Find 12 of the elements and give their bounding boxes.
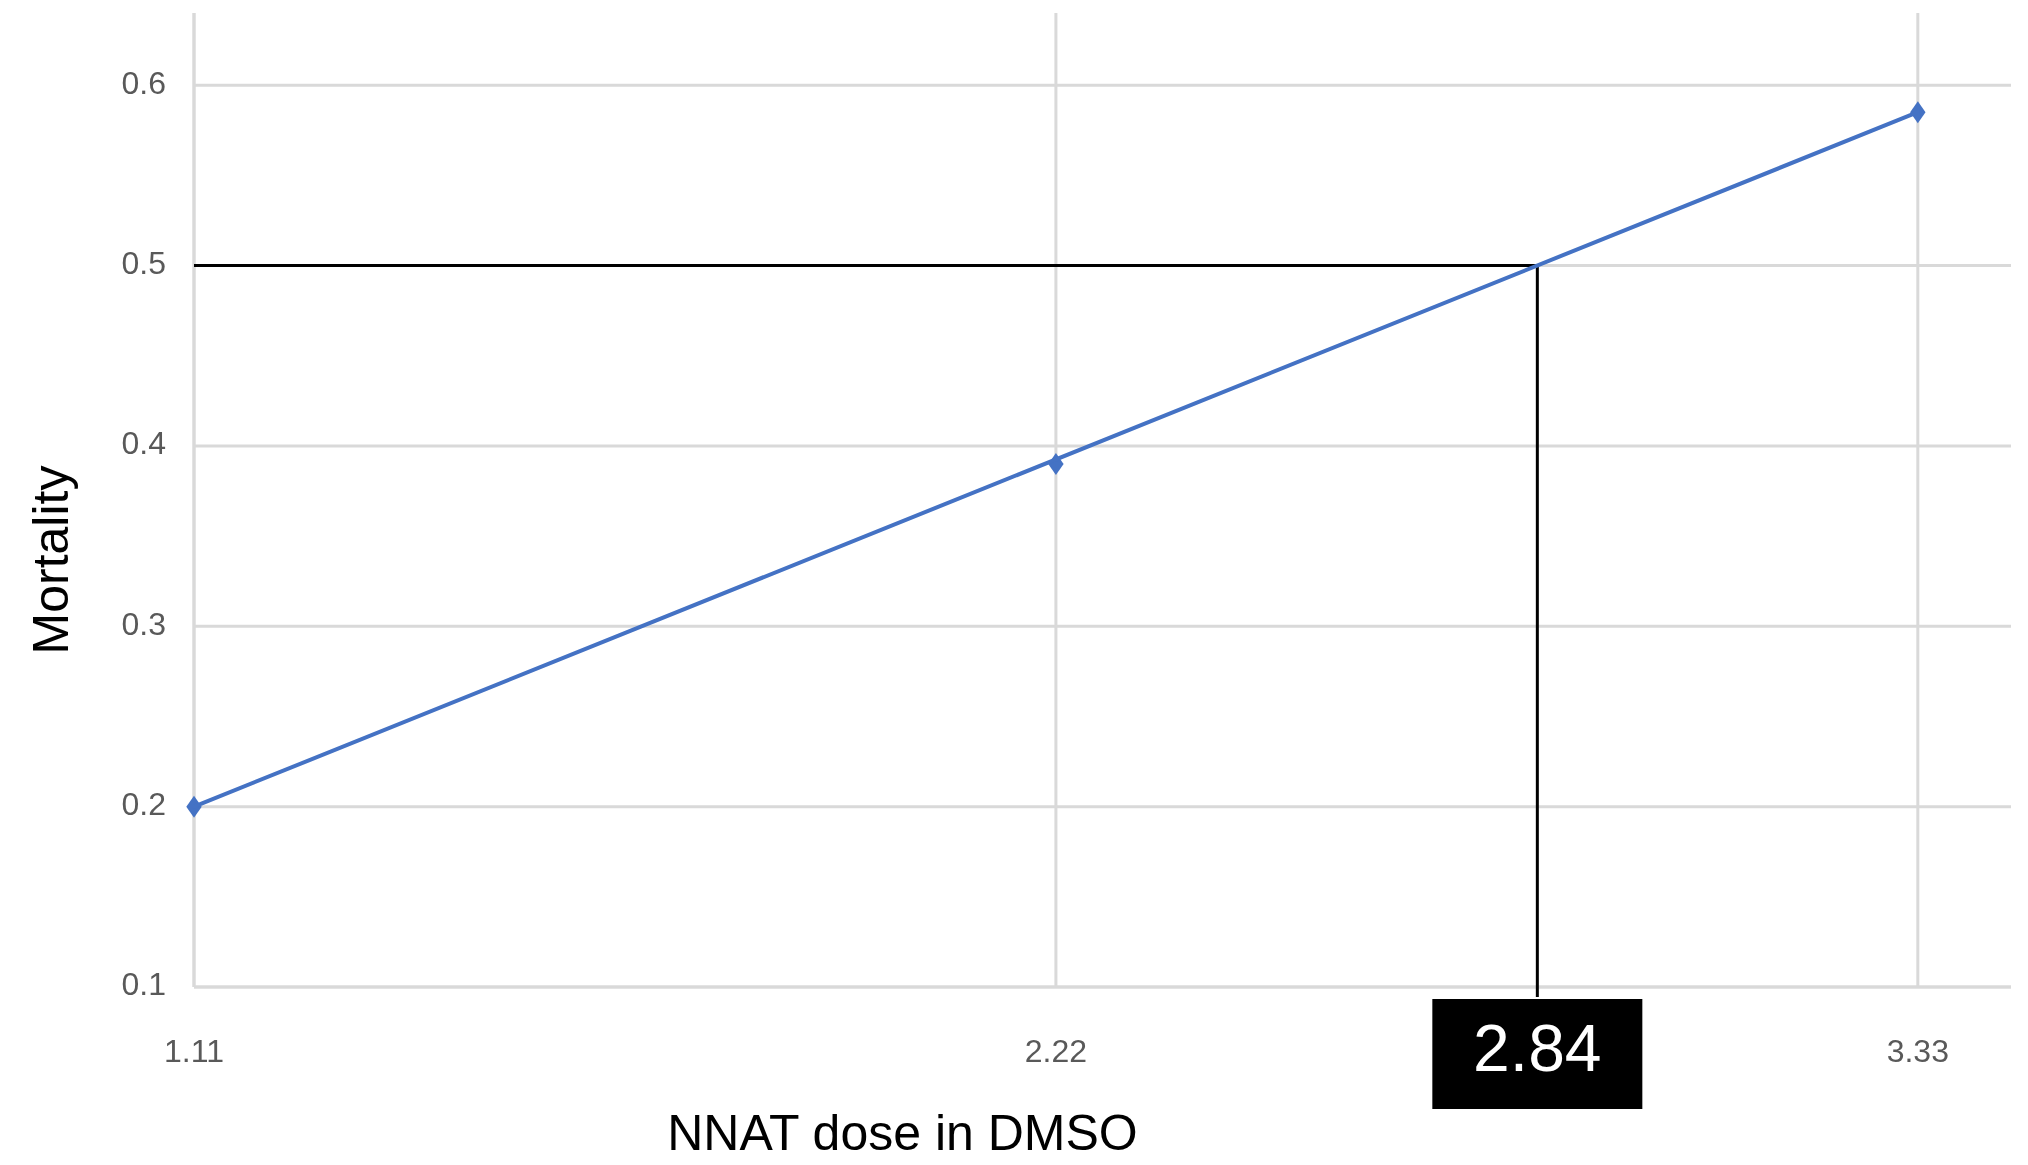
y-axis-title: Mortality: [23, 465, 79, 655]
x-tick-label: 1.11: [164, 1033, 224, 1069]
ref-line-label: 2.84: [1473, 1011, 1602, 1086]
y-tick-label: 0.5: [121, 244, 166, 281]
x-tick-label: 3.33: [1886, 1033, 1949, 1069]
y-tick-label: 0.1: [121, 966, 166, 1003]
y-tick-label: 0.4: [121, 425, 166, 462]
y-tick-label: 0.3: [121, 605, 166, 642]
y-tick-label: 0.2: [121, 786, 166, 823]
y-tick-label: 0.6: [121, 64, 166, 101]
x-tick-label: 2.22: [1024, 1033, 1088, 1069]
x-axis-title: NNAT dose in DMSO: [667, 1105, 1138, 1161]
